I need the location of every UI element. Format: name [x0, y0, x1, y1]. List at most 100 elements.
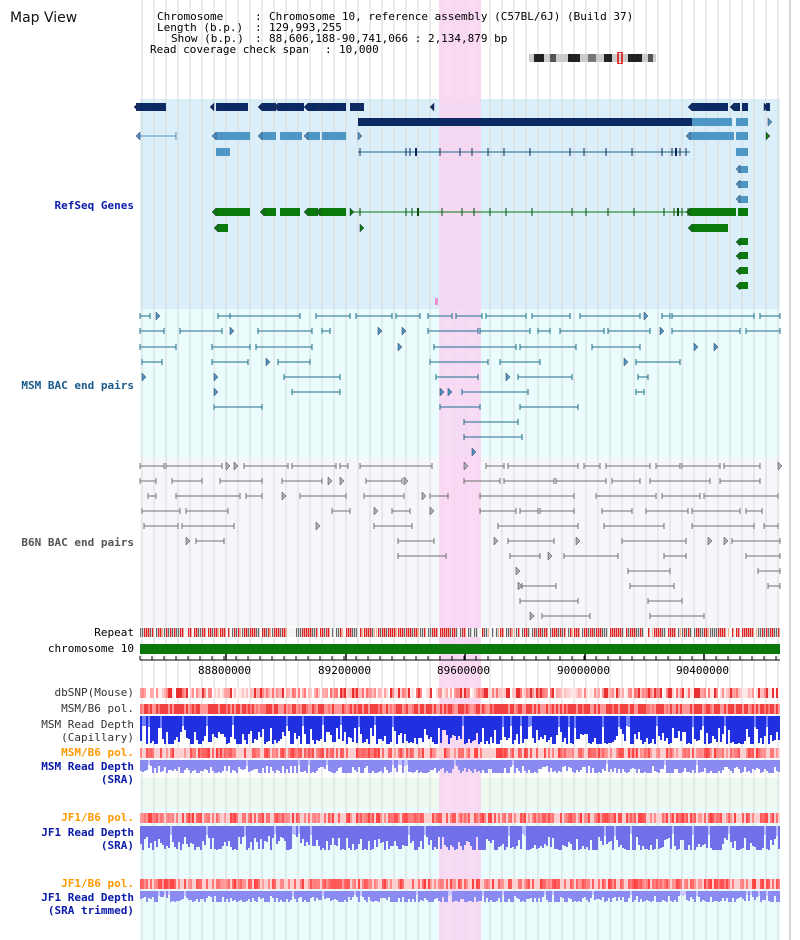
msm-b6-pol-cell [350, 704, 352, 714]
b6n-bac-label[interactable]: B6N BAC end pairs [21, 536, 134, 549]
msm-depth-cap-bar [350, 716, 352, 738]
repeat-mark [584, 628, 586, 637]
dbsnp-cell [344, 688, 346, 698]
msm-b6-pol2-cell [700, 748, 702, 758]
jf1-b6-pol2-cell [342, 879, 344, 889]
repeat-mark [614, 628, 616, 637]
msm-depth-cap-bar [502, 716, 504, 727]
jf1-depth-sra-bar [288, 826, 290, 850]
msm-b6-pol-label[interactable]: MSM/B6 pol. [61, 702, 134, 715]
jf1-b6-pol2-cell [750, 879, 752, 889]
chromosome-ideogram[interactable] [528, 52, 658, 64]
msm-read-depth-cap-label[interactable]: MSM Read Depth [41, 718, 134, 731]
msm-depth-cap-bar [668, 716, 670, 744]
msm-depth-cap-bar [474, 716, 476, 740]
jf1-depth-sra-bar [220, 826, 222, 849]
strand-arrow [547, 551, 553, 561]
jf1-depth-trim-bar [322, 891, 324, 896]
msm-b6-pol2-cell [220, 748, 222, 758]
jf1-b6-pol-2-label[interactable]: JF1/B6 pol. [61, 877, 134, 890]
repeat-mark [208, 628, 210, 637]
jf1-b6-pol-cell [306, 813, 308, 823]
msm-b6-pol-cell [300, 704, 302, 714]
msm-depth-sra-bar [374, 760, 376, 773]
repeat-mark [220, 628, 222, 637]
repeat-mark [694, 628, 696, 637]
jf1-b6-pol-cell [288, 813, 290, 823]
jf1-depth-sra-bar [540, 826, 542, 846]
msm-depth-sra-bar [202, 760, 204, 771]
jf1-depth-trim-bar [198, 891, 200, 902]
jf1-b6-pol-cell [616, 813, 618, 823]
msm-b6-pol2-cell [720, 748, 722, 758]
jf1-depth-sra-bar [302, 826, 304, 839]
jf1-b6-pol2-cell [278, 879, 280, 889]
msm-b6-pol2-cell [350, 748, 352, 758]
jf1-b6-pol2-cell [726, 879, 728, 889]
dbsnp-cell [218, 688, 220, 698]
jf1-b6-pol-label[interactable]: JF1/B6 pol. [61, 811, 134, 824]
jf1-b6-pol2-cell [266, 879, 268, 889]
jf1-depth-trim-bar [506, 891, 508, 902]
msm-b6-pol2-cell [534, 748, 536, 758]
page-title: Map View [10, 10, 78, 26]
dbsnp-label[interactable]: dbSNP(Mouse) [54, 686, 134, 699]
jf1-b6-pol-cell [234, 813, 236, 823]
jf1-depth-trim-bar [574, 891, 576, 901]
msm-b6-pol2-cell [582, 748, 584, 758]
msm-depth-cap-bar [254, 716, 256, 739]
jf1-b6-pol-cell [376, 813, 378, 823]
jf1-b6-pol-cell [736, 813, 738, 823]
msm-b6-pol2-cell [342, 748, 344, 758]
msm-b6-pol2-cell [330, 748, 332, 758]
dbsnp-cell [228, 688, 230, 698]
msm-depth-cap-bar [512, 716, 514, 744]
dbsnp-cell [166, 688, 168, 698]
msm-depth-sra-bar [712, 760, 714, 773]
jf1-b6-pol2-cell [752, 879, 754, 889]
jf1-read-depth-sra-label[interactable]: JF1 Read Depth [41, 826, 134, 839]
msm-b6-pol2-cell [708, 748, 710, 758]
dbsnp-cell [214, 688, 216, 698]
msm-depth-sra-bar [484, 760, 486, 773]
msm-depth-sra-bar [310, 760, 312, 773]
msm-b6-pol2-cell [166, 748, 168, 758]
msm-b6-pol2-cell [562, 748, 564, 758]
msm-b6-pol-cell [560, 704, 562, 714]
msm-read-depth-sra-label[interactable]: MSM Read Depth [41, 760, 134, 773]
msm-b6-pol2-cell [448, 748, 450, 758]
jf1-depth-sra-bar [614, 826, 616, 836]
jf1-depth-trim-bar [698, 891, 700, 897]
jf1-read-depth-trim-label[interactable]: JF1 Read Depth [41, 891, 134, 904]
refseq-genes-label[interactable]: RefSeq Genes [54, 199, 134, 212]
msm-b6-pol2-cell [722, 748, 724, 758]
jf1-depth-sra-bar [578, 826, 580, 850]
jf1-b6-pol-cell [598, 813, 600, 823]
repeat-mark [376, 628, 377, 637]
gene-exon [308, 208, 318, 216]
jf1-b6-pol2-cell [150, 879, 152, 889]
jf1-b6-pol-cell [546, 813, 548, 823]
msm-b6-pol-cell [748, 704, 750, 714]
jf1-b6-pol-cell [342, 813, 344, 823]
msm-b6-pol2-cell [626, 748, 628, 758]
jf1-b6-pol2-cell [610, 879, 612, 889]
msm-depth-cap-bar [268, 716, 270, 741]
jf1-b6-pol2-cell [638, 879, 640, 889]
msm-depth-sra-bar [598, 760, 600, 772]
msm-depth-cap-bar [436, 716, 438, 744]
msm-b6-pol-cell [488, 704, 490, 714]
msm-b6-pol-cell [354, 704, 356, 714]
msm-depth-sra-bar [622, 760, 624, 769]
repeat-mark [452, 628, 454, 637]
msm-b6-pol2-cell [556, 748, 558, 758]
repeat-mark [202, 628, 204, 637]
dbsnp-cell [364, 688, 366, 698]
msm-b6-pol-cell [314, 704, 316, 714]
msm-b6-pol-cell [284, 704, 286, 714]
jf1-depth-sra-bar [624, 826, 626, 849]
dbsnp-cell [642, 688, 644, 698]
msm-b6-pol-2-label[interactable]: MSM/B6 pol. [61, 746, 134, 759]
msm-depth-sra-bar [142, 760, 144, 772]
msm-bac-label[interactable]: MSM BAC end pairs [21, 379, 134, 392]
